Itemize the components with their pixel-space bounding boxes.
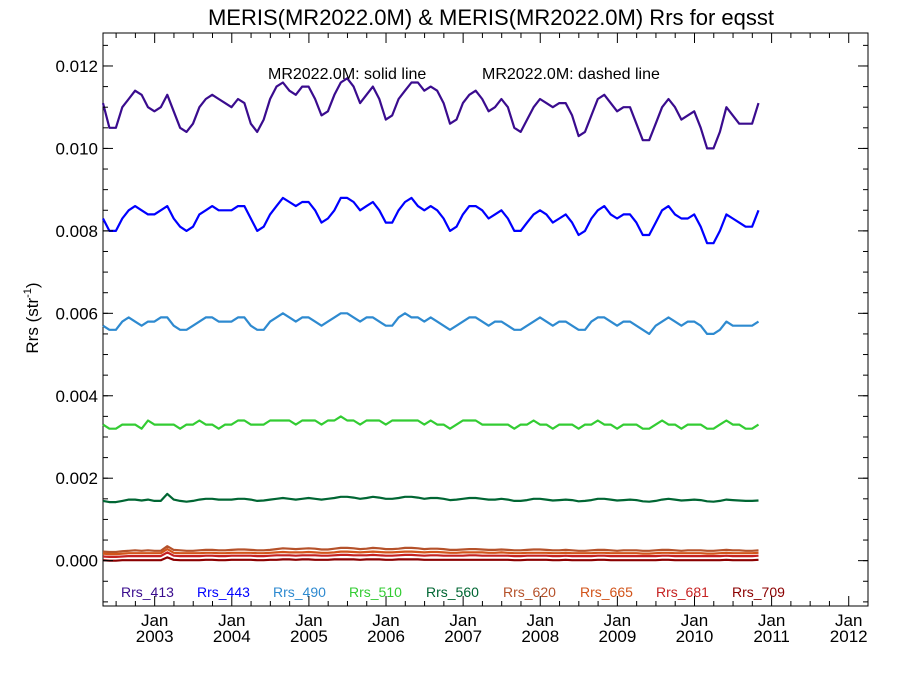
x-tick-label-year: 2005 (290, 627, 328, 646)
x-tick-label-month: Jan (218, 611, 245, 630)
legend-entry-rrs-681: Rrs_681 (656, 584, 709, 600)
series-line-rrs-620 (102, 545, 759, 554)
series-line-rrs-443 (102, 196, 760, 245)
x-tick-label-month: Jan (141, 611, 168, 630)
legend-entry-rrs-560: Rrs_560 (426, 584, 479, 600)
y-axis-label: Rrs (str-1) (22, 282, 42, 353)
series-line-rrs-413 (101, 77, 760, 150)
x-tick-label-year: 2010 (676, 627, 714, 646)
series-line-rrs-665 (102, 547, 759, 556)
x-tick-label-year: 2006 (367, 627, 405, 646)
legend-entry-rrs-443: Rrs_443 (197, 584, 250, 600)
legend-entry-rrs-413: Rrs_413 (121, 584, 174, 600)
series-lines (101, 77, 760, 562)
y-axis-label-superscript: -1 (22, 288, 34, 298)
legend-entry-rrs-510: Rrs_510 (349, 584, 402, 600)
axis-ticks: 0.0000.0020.0040.0060.0080.0100.012Jan20… (55, 33, 868, 646)
dashed-line-annotation: MR2022.0M: dashed line (482, 66, 660, 83)
legend-entry-rrs-665: Rrs_665 (580, 584, 633, 600)
legend: Rrs_413 Rrs_443 Rrs_490 Rrs_510 Rrs_560 Rrs_6… (121, 584, 785, 600)
y-tick-label: 0.002 (55, 469, 98, 488)
y-tick-label: 0.008 (55, 222, 98, 241)
x-tick-label-month: Jan (527, 611, 554, 630)
plot-area (102, 32, 869, 607)
x-tick-label-month: Jan (372, 611, 399, 630)
x-tick-label-year: 2011 (753, 627, 790, 646)
x-tick-label-year: 2004 (213, 627, 251, 646)
plot-frame (102, 32, 869, 607)
x-tick-label-month: Jan (835, 611, 862, 630)
series-line-rrs-560 (102, 492, 759, 504)
x-tick-label-year: 2008 (521, 627, 559, 646)
x-tick-label-month: Jan (449, 611, 476, 630)
chart-title: MERIS(MR2022.0M) & MERIS(MR2022.0M) Rrs … (208, 5, 774, 30)
legend-entry-rrs-709: Rrs_709 (732, 584, 785, 600)
series-line-rrs-510 (102, 415, 760, 430)
series-line-rrs-490 (102, 312, 760, 335)
y-axis-label-close: ) (23, 282, 42, 288)
x-tick-label-month: Jan (758, 611, 785, 630)
x-tick-label-year: 2003 (136, 627, 174, 646)
series-line-rrs-681 (102, 551, 759, 559)
y-tick-label: 0.010 (55, 139, 98, 158)
x-tick-label-year: 2012 (830, 627, 868, 646)
y-tick-label: 0.012 (55, 57, 98, 76)
x-tick-label-year: 2007 (444, 627, 482, 646)
x-tick-label-month: Jan (604, 611, 631, 630)
legend-entry-rrs-490: Rrs_490 (273, 584, 326, 600)
y-tick-label: 0.006 (55, 304, 98, 323)
legend-entry-rrs-620: Rrs_620 (503, 584, 556, 600)
x-tick-label-month: Jan (681, 611, 708, 630)
x-tick-label-month: Jan (295, 611, 322, 630)
y-tick-label: 0.004 (55, 387, 98, 406)
y-axis-label-main: Rrs (str (23, 298, 42, 354)
y-tick-label: 0.000 (55, 552, 98, 571)
series-line-rrs-709 (102, 556, 759, 562)
solid-line-annotation: MR2022.0M: solid line (268, 66, 426, 83)
x-tick-label-year: 2009 (598, 627, 636, 646)
